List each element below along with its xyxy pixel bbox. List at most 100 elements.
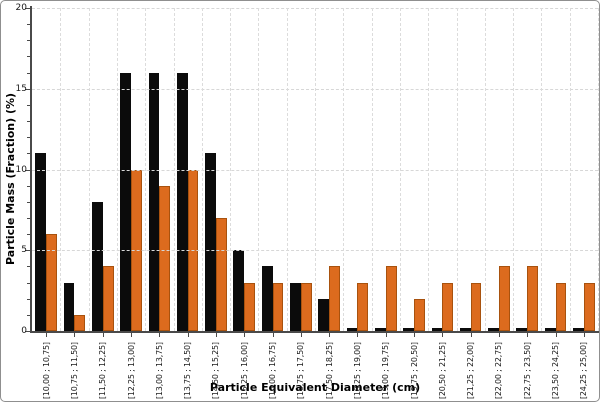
vertical-gridline	[428, 8, 430, 331]
bar-orange	[498, 266, 510, 331]
bar-black	[120, 72, 132, 331]
x-axis-bin-label: [17,50 ; 18,25]	[324, 342, 334, 399]
y-axis-minor-tick	[27, 185, 31, 187]
bar-black	[374, 327, 386, 331]
bar-orange	[555, 282, 567, 331]
y-axis-minor-tick	[27, 24, 31, 26]
vertical-gridline	[484, 8, 486, 331]
bar-black	[403, 327, 415, 331]
vertical-gridline	[569, 8, 571, 331]
bar-black	[516, 327, 528, 331]
x-axis-bin-label: [13,00 ; 13,75]	[154, 342, 164, 399]
bar-black	[459, 327, 471, 331]
vertical-gridline	[88, 8, 90, 331]
vertical-gridline	[371, 8, 373, 331]
bar-orange	[527, 266, 539, 331]
vertical-gridline	[173, 8, 175, 331]
x-axis-tick	[329, 333, 331, 337]
bar-orange	[74, 314, 86, 331]
bar-black	[148, 72, 160, 331]
bar-black	[290, 282, 301, 331]
x-axis-tick	[244, 333, 246, 337]
bar-black	[261, 266, 273, 331]
vertical-gridline	[315, 8, 316, 331]
y-axis-minor-tick	[27, 153, 31, 155]
bar-black	[176, 72, 188, 331]
vertical-gridline	[286, 8, 288, 331]
vertical-gridline	[598, 8, 599, 331]
x-axis-bin-label: [15,25 ; 16,00]	[239, 342, 249, 399]
bar-orange	[357, 282, 369, 331]
y-axis-tick-label: 5	[21, 245, 27, 256]
x-axis-tick	[470, 333, 472, 337]
x-axis-tick	[215, 333, 217, 337]
vertical-gridline	[399, 8, 401, 331]
y-axis-minor-tick	[27, 121, 31, 123]
x-axis-bin-label: [19,00 ; 19,75]	[381, 342, 391, 399]
y-axis-tick-label: 0	[21, 326, 27, 336]
y-axis-major-tick	[25, 8, 31, 9]
x-axis-bin-label: [20,50 ; 21,25]	[437, 342, 447, 399]
x-axis-tick	[131, 333, 133, 337]
y-axis-minor-tick	[27, 104, 31, 106]
y-axis-major-tick	[25, 169, 31, 171]
y-axis-major-tick	[25, 331, 31, 332]
y-axis-minor-tick	[27, 314, 31, 316]
y-axis-minor-tick	[27, 266, 31, 268]
x-axis-bin-label: [23,50 ; 24,25]	[551, 342, 561, 399]
x-axis-bin-label: [10,75 ; 11,50]	[69, 342, 79, 399]
bar-black	[346, 327, 358, 331]
bar-black	[35, 153, 47, 331]
vertical-gridline	[201, 8, 203, 331]
bar-black	[63, 282, 75, 331]
bar-black	[91, 201, 103, 331]
x-axis-title: Particle Equivalent Diameter (cm)	[209, 381, 421, 394]
x-axis-tick	[357, 333, 359, 337]
x-axis-tick	[414, 333, 416, 337]
y-axis-minor-tick	[27, 282, 31, 284]
x-axis-bin-label: [10,00 ; 10,75]	[41, 342, 51, 399]
y-axis-minor-tick	[27, 234, 31, 236]
x-axis-bin-label: [13,75 ; 14,50]	[183, 342, 193, 399]
y-axis-tick-label: 20	[15, 3, 27, 13]
x-axis-bin-label: [22,00 ; 22,75]	[494, 342, 504, 399]
y-axis-tick-label: 15	[15, 83, 27, 94]
vertical-gridline	[230, 8, 232, 331]
vertical-gridline	[145, 8, 147, 331]
x-axis-bin-label: [18,25 ; 19,00]	[352, 342, 362, 399]
vertical-gridline	[456, 8, 458, 331]
bar-orange	[385, 266, 397, 331]
x-axis-bin-label: [16,75 ; 17,50]	[296, 342, 306, 399]
x-axis-tick	[527, 333, 529, 337]
x-axis-bin-label: [12,25 ; 13,00]	[126, 342, 136, 399]
x-axis-bin-label: [11,50 ; 12,25]	[98, 342, 108, 399]
bar-orange	[159, 185, 171, 331]
y-axis-line	[30, 6, 32, 333]
bar-black	[431, 327, 443, 331]
x-axis-bin-label: [14,50 ; 15,25]	[211, 342, 221, 399]
bar-orange	[300, 282, 312, 331]
y-axis-minor-tick	[27, 56, 31, 58]
bar-orange	[215, 217, 227, 331]
x-axis-tick	[159, 333, 161, 337]
vertical-gridline	[60, 8, 62, 331]
x-axis-line	[30, 331, 599, 333]
x-axis-tick	[442, 333, 444, 337]
bar-black	[544, 327, 556, 331]
x-axis-tick	[300, 333, 302, 337]
vertical-gridline	[258, 8, 260, 331]
x-axis-tick	[555, 333, 557, 337]
bar-orange	[102, 266, 114, 331]
bar-orange	[329, 266, 340, 331]
vertical-gridline	[541, 8, 543, 331]
y-axis-minor-tick	[27, 298, 31, 300]
bar-black	[488, 327, 499, 331]
y-axis-minor-tick	[27, 217, 31, 219]
bar-orange	[272, 282, 284, 331]
bar-orange	[470, 282, 482, 331]
x-axis-tick	[102, 333, 104, 337]
y-axis-tick-label: 10	[15, 164, 27, 175]
x-axis-tick	[272, 333, 274, 337]
y-axis-minor-tick	[27, 137, 31, 139]
y-axis-minor-tick	[27, 72, 31, 74]
